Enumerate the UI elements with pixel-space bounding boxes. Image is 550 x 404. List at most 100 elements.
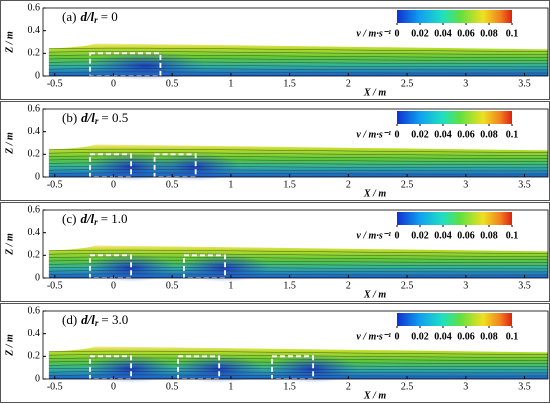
plot-frame (42, 209, 549, 279)
panel: 0 0.2 0.4 0.6 -0.5 0 0.5 1 1.5 2 2.5 3 3.5 X / m Z / m… (0, 303, 550, 403)
y-tick-label: 0.2 (28, 48, 41, 59)
colorbar-tick-label: 0.06 (457, 230, 475, 241)
streamline (48, 172, 549, 175)
title-param: d/l (81, 110, 95, 125)
x-tick-label: 3 (463, 78, 468, 89)
streamline (48, 152, 549, 156)
y-tick-label: 0 (35, 171, 40, 182)
colorbar-tick-label: 0.06 (457, 331, 475, 342)
streamline (48, 162, 549, 166)
x-tick-label: -0.5 (47, 179, 63, 190)
y-tick-label: 0.6 (28, 2, 41, 13)
y-tick-label: 0.4 (28, 25, 41, 36)
colorbar (397, 111, 512, 124)
colorbar-tick-label: 0 (395, 230, 400, 241)
y-tick-label: 0.4 (28, 126, 41, 137)
y-tick-label: 0.2 (28, 250, 41, 261)
streamline (48, 374, 549, 377)
x-tick-label: 0.5 (166, 280, 179, 291)
colorbar-tick-label: 0.1 (506, 230, 519, 241)
x-tick-label: -0.5 (47, 280, 63, 291)
panel-title: (b) d/lr = 0.5 (62, 110, 128, 126)
plot-frame (42, 7, 549, 77)
y-tick-label: 0.2 (28, 149, 41, 160)
x-tick-label: 1 (228, 280, 233, 291)
streamline (48, 367, 549, 371)
colorbar-tick-label: 0.08 (480, 230, 498, 241)
x-tick-label: 3.5 (518, 381, 531, 392)
colorbar-tick-label: 0.06 (457, 28, 475, 39)
title-sub: r (94, 217, 98, 227)
x-tick-label: 3 (463, 280, 468, 291)
panel-title: (a) d/lr = 0 (62, 9, 118, 25)
colorbar-tick-label: 0.08 (480, 28, 498, 39)
streamline (48, 260, 549, 263)
x-tick-label: 0 (111, 78, 116, 89)
colorbar-tick-label: 0.1 (506, 28, 519, 39)
colorbar-tick-label: 0.1 (506, 331, 519, 342)
x-tick-label: 2.5 (401, 179, 414, 190)
colorbar-tick-label: 0.02 (411, 230, 429, 241)
y-tick-label: 0.6 (28, 103, 41, 114)
y-axis-label: Z / m (4, 334, 15, 357)
panel: 0 0.2 0.4 0.6 -0.5 0 0.5 1 1.5 2 2.5 3 3.5 X / m Z / m… (0, 101, 550, 201)
x-tick-label: 1.5 (283, 78, 296, 89)
plot-frame (42, 310, 549, 380)
y-tick-label: 0 (35, 373, 40, 384)
streamline (48, 68, 549, 71)
panel: 0 0.2 0.4 0.6 -0.5 0 0.5 1 1.5 2 2.5 3 3.5 X / m Z / m… (0, 202, 550, 302)
title-value: = 3.0 (101, 312, 128, 327)
colorbar-tick-label: 0.04 (434, 129, 452, 140)
x-tick-label: 2 (346, 179, 351, 190)
y-tick-label: 0.4 (28, 328, 41, 339)
x-tick-label: 1.5 (283, 280, 296, 291)
streamline (48, 165, 549, 169)
x-tick-label: -0.5 (47, 381, 63, 392)
x-tick-label: 1 (228, 78, 233, 89)
title-value: = 0 (101, 9, 118, 24)
panel-letter: (d) (62, 312, 77, 327)
y-tick-label: 0.2 (28, 351, 41, 362)
x-axis-label: X / m (363, 188, 386, 199)
colorbar (397, 212, 512, 225)
streamline (48, 64, 549, 68)
title-param: d/l (80, 9, 94, 24)
colorbar-label: v / m·s⁻¹ (356, 28, 391, 39)
streamline (48, 357, 549, 361)
title-sub: r (95, 116, 99, 126)
wake-region (84, 355, 177, 383)
colorbar-tick-label: 0.08 (480, 129, 498, 140)
x-tick-label: 0.5 (166, 78, 179, 89)
streamline (48, 361, 549, 364)
colorbar-tick-label: 0.02 (411, 129, 429, 140)
y-axis-label: Z / m (4, 233, 15, 256)
panel-letter: (c) (62, 211, 76, 226)
x-tick-label: 2 (346, 280, 351, 291)
x-tick-label: 1 (228, 381, 233, 392)
streamline (48, 54, 549, 58)
x-tick-label: 0 (111, 179, 116, 190)
panel-letter: (a) (62, 9, 76, 24)
panel-title: (d) d/lr = 3.0 (62, 312, 128, 328)
colorbar-tick-label: 0 (395, 129, 400, 140)
streamline (48, 253, 549, 257)
x-axis-label: X / m (363, 87, 386, 98)
x-tick-label: 2 (346, 78, 351, 89)
x-tick-label: 1.5 (283, 381, 296, 392)
title-param: d/l (81, 312, 95, 327)
streamline (48, 354, 549, 358)
colorbar-tick-label: 0 (395, 28, 400, 39)
streamline (48, 47, 549, 52)
title-sub: r (95, 318, 99, 328)
plot-frame (42, 108, 549, 178)
x-tick-label: 2.5 (401, 78, 414, 89)
colorbar-label: v / m·s⁻¹ (356, 230, 391, 241)
y-tick-label: 0.6 (28, 204, 41, 215)
streamline (48, 159, 549, 162)
colorbar-tick-label: 0.04 (434, 331, 452, 342)
x-tick-label: 0 (111, 381, 116, 392)
x-tick-label: -0.5 (47, 78, 63, 89)
streamline (48, 371, 549, 374)
